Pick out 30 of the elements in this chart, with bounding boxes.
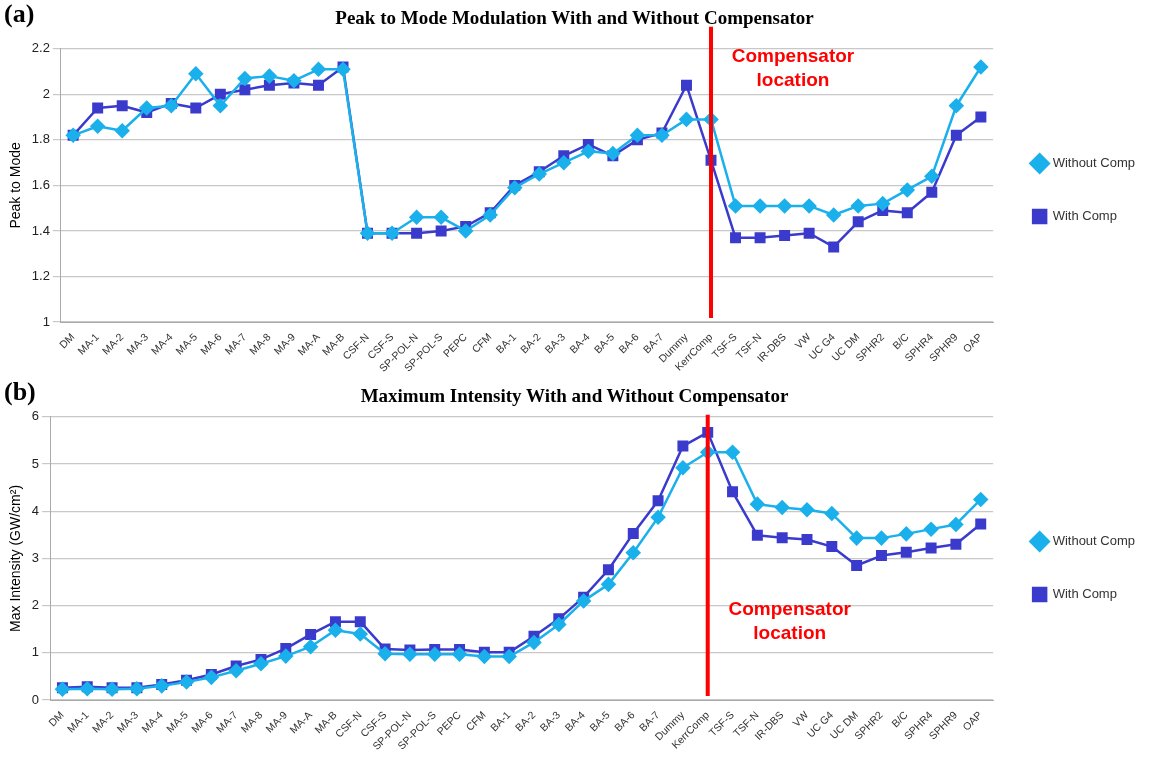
y-tick-label: 2: [31, 597, 40, 613]
x-tick-label: VW: [790, 708, 811, 729]
y-tick-label: 6: [31, 408, 40, 424]
y-tick-label: 0: [31, 691, 40, 707]
y-tick-label: 1.4: [31, 222, 50, 238]
y-tick-label: 5: [31, 455, 40, 471]
legend-label: Without Comp: [1052, 533, 1136, 549]
y-axis-title: Peak to Mode: [7, 142, 24, 229]
ref-line-label: Compensator location: [731, 45, 855, 91]
y-tick-label: 4: [31, 502, 40, 518]
y-tick-label: 1.2: [31, 268, 50, 284]
x-tick-label: VW: [792, 330, 813, 351]
y-tick-label: 1.8: [31, 131, 50, 147]
legend-label: Without Comp: [1052, 155, 1136, 171]
ref-line-label: Compensator location: [728, 597, 852, 643]
y-tick-label: 3: [31, 549, 40, 565]
y-tick-label: 1.6: [31, 176, 50, 192]
x-tick-label: DM: [45, 708, 66, 729]
y-tick-label: 1: [31, 644, 40, 660]
text: (b): [4, 376, 36, 406]
y-tick-label: 1: [42, 313, 50, 329]
chart-title: Peak to Mode Modulation With and Without Compensator: [335, 7, 815, 29]
legend-label: With Comp: [1052, 586, 1117, 602]
y-tick-label: 2: [42, 85, 50, 101]
x-tick-label: DM: [56, 330, 77, 351]
text: (a): [4, 0, 35, 28]
y-tick-label: 2.2: [31, 40, 50, 56]
chart-title: Maximum Intensity With and Without Compensator: [360, 385, 789, 407]
y-axis-title: Max Intensity (GW/cm²): [7, 484, 24, 632]
legend-label: With Comp: [1052, 208, 1117, 224]
